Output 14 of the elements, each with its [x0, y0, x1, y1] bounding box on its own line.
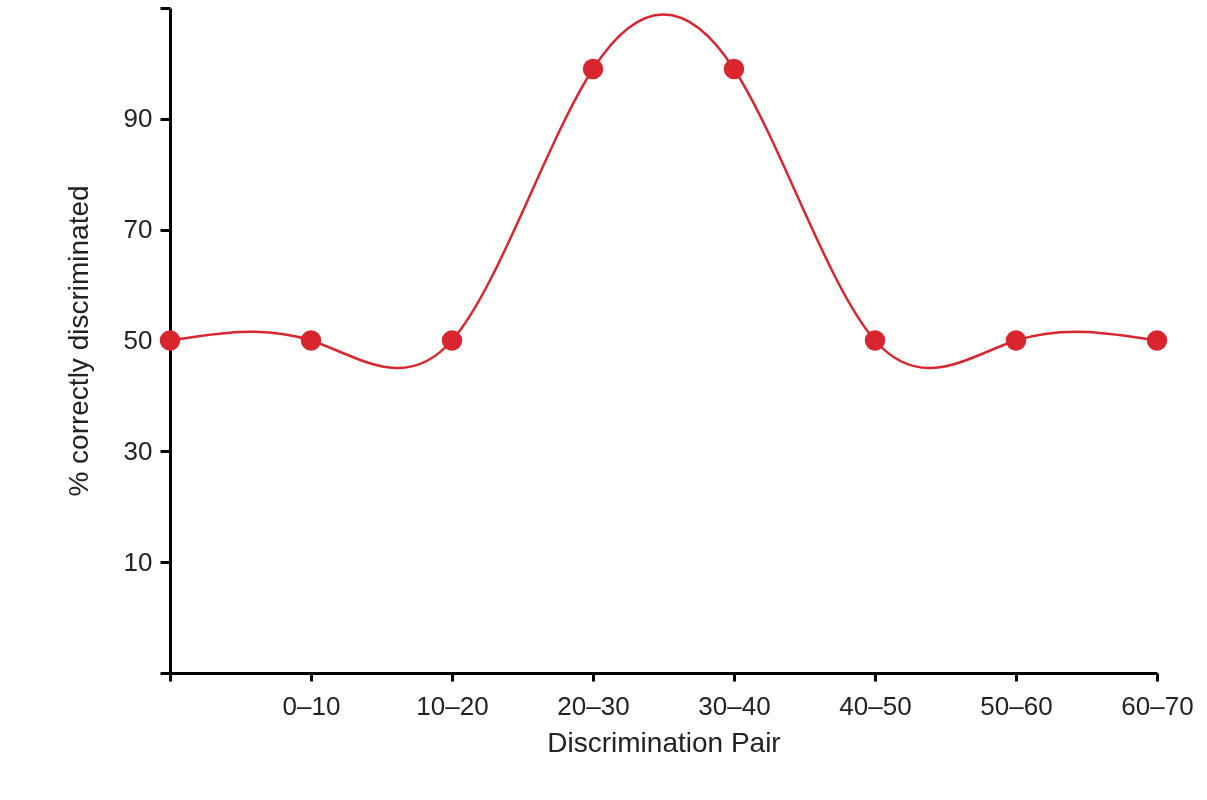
y-tick-label: 10 — [123, 546, 153, 577]
x-tick-label: 50–60 — [980, 690, 1053, 721]
y-tick-label: 50 — [123, 325, 153, 355]
x-tick-label: 0–10 — [282, 690, 341, 721]
y-axis-title: % correctly discriminated — [62, 185, 94, 497]
x-tick-label: 60–70 — [1121, 690, 1194, 721]
y-tick-label: 70 — [123, 214, 153, 245]
x-tick-label: 40–50 — [839, 690, 912, 721]
x-tick-label: 10–20 — [416, 690, 489, 721]
y-tick-label: 30 — [123, 435, 153, 466]
x-axis-title: Discrimination Pair — [547, 726, 781, 758]
y-tick-label: 90 — [123, 103, 153, 134]
x-tick-label: 20–30 — [557, 690, 630, 721]
x-tick-label: 30–40 — [698, 690, 771, 721]
